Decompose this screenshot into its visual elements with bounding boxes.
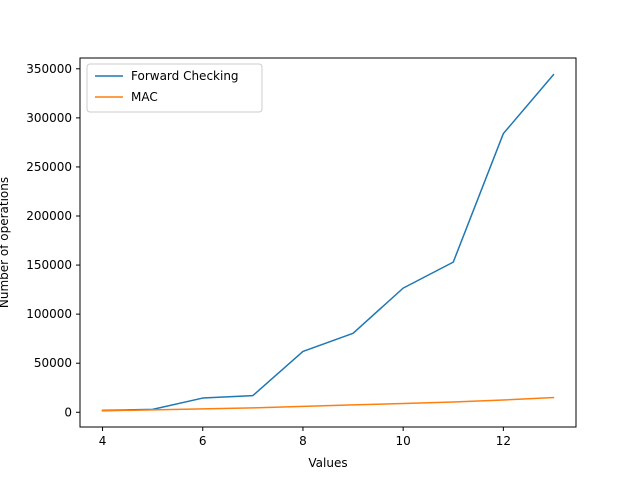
- legend-box: [86, 63, 263, 113]
- y-tick-label: 200000: [26, 209, 72, 223]
- y-tick-label: 350000: [26, 62, 72, 76]
- y-tick-label: 0: [64, 405, 72, 419]
- x-tick-label: 10: [396, 434, 411, 448]
- y-tick-label: 50000: [34, 356, 72, 370]
- legend-label: Forward Checking: [131, 69, 239, 83]
- x-axis-label: Values: [308, 456, 347, 470]
- x-tick-label: 12: [496, 434, 511, 448]
- y-tick-label: 150000: [26, 258, 72, 272]
- x-axis: 4 6 8 10 12: [99, 427, 511, 448]
- x-tick-label: 8: [299, 434, 307, 448]
- y-tick-label: 300000: [26, 111, 72, 125]
- y-axis: 0 50000 100000 150000 200000 250000 300000 3500…: [26, 62, 80, 419]
- series-line-0: [101, 73, 555, 412]
- y-tick-label: 250000: [26, 160, 72, 174]
- series-line-1: [101, 396, 555, 412]
- plot-series: [101, 73, 555, 412]
- x-tick-label: 4: [99, 434, 107, 448]
- plot-frame: [79, 57, 577, 428]
- legend-label: MAC: [131, 90, 158, 104]
- x-tick-label: 6: [199, 434, 207, 448]
- y-axis-label: Number of operations: [0, 177, 11, 308]
- y-tick-label: 100000: [26, 307, 72, 321]
- legend: Forward Checking MAC: [86, 63, 263, 113]
